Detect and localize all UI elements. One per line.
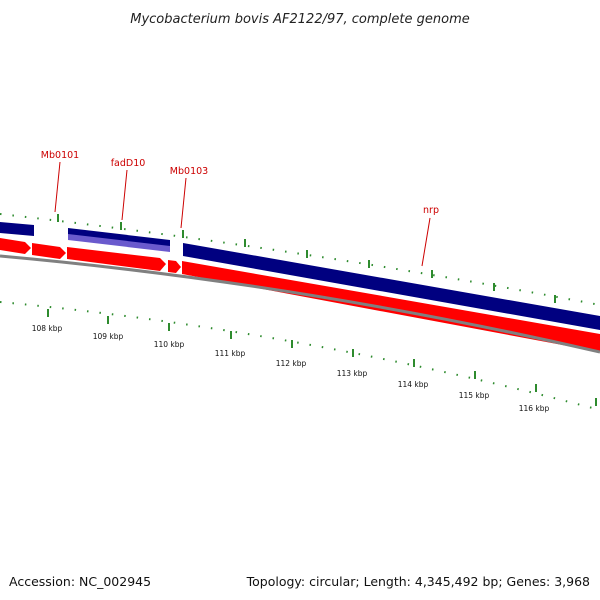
forward-gene[interactable] bbox=[0, 222, 34, 236]
gene-label-fadD10[interactable]: fadD10 bbox=[111, 158, 146, 169]
scale-label-116: 116 kbp bbox=[519, 404, 550, 413]
outer-tick-ring bbox=[0, 213, 600, 306]
forward-strand bbox=[0, 222, 600, 330]
scale-label-109: 109 kbp bbox=[93, 332, 124, 341]
leader-Mb0101 bbox=[54, 161, 61, 213]
genome-summary-text: Topology: circular; Length: 4,345,492 bp… bbox=[246, 574, 590, 589]
scale-label-115: 115 kbp bbox=[459, 391, 490, 400]
reverse-gene[interactable] bbox=[0, 238, 31, 254]
scale-label-112: 112 kbp bbox=[276, 359, 307, 368]
gene-label-Mb0101[interactable]: Mb0101 bbox=[41, 150, 79, 161]
scale-label-114: 114 kbp bbox=[398, 380, 429, 389]
leader-Mb0103 bbox=[180, 177, 187, 229]
accession-text: Accession: NC_002945 bbox=[9, 574, 151, 589]
inner-minor-ticks bbox=[0, 301, 600, 411]
gene-label-leaders bbox=[54, 161, 431, 267]
scale-label-111: 111 kbp bbox=[215, 349, 246, 358]
scale-label-110: 110 kbp bbox=[154, 340, 185, 349]
reverse-gene-Mb0103[interactable] bbox=[168, 260, 181, 273]
gene-labels: Mb0101 fadD10 Mb0103 nrp bbox=[41, 150, 439, 216]
inner-major-ticks bbox=[47, 309, 597, 406]
scale-label-108: 108 kbp bbox=[32, 324, 63, 333]
scale-labels: 108 kbp 109 kbp 110 kbp 111 kbp 112 kbp … bbox=[32, 324, 550, 413]
reverse-gene-fadD10[interactable] bbox=[67, 247, 166, 271]
outer-major-ticks bbox=[57, 214, 556, 303]
forward-gene[interactable] bbox=[183, 243, 600, 330]
map-title: Mycobacterium bovis AF2122/97, complete … bbox=[130, 12, 469, 27]
forward-gene-fadD10-highlight[interactable] bbox=[68, 234, 170, 252]
gene-label-nrp[interactable]: nrp bbox=[423, 205, 439, 216]
leader-fadD10 bbox=[121, 169, 128, 221]
leader-nrp bbox=[421, 217, 431, 267]
reverse-gene-Mb0101[interactable] bbox=[32, 243, 66, 259]
scale-label-113: 113 kbp bbox=[337, 369, 368, 378]
gene-label-Mb0103[interactable]: Mb0103 bbox=[170, 166, 208, 177]
backbone-line bbox=[0, 254, 600, 354]
inner-tick-ring bbox=[0, 301, 600, 411]
